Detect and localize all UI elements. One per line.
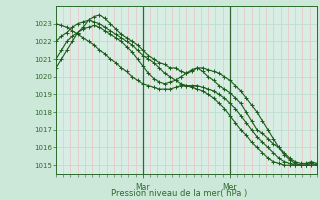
Text: Pression niveau de la mer( hPa ): Pression niveau de la mer( hPa ) — [111, 189, 247, 198]
